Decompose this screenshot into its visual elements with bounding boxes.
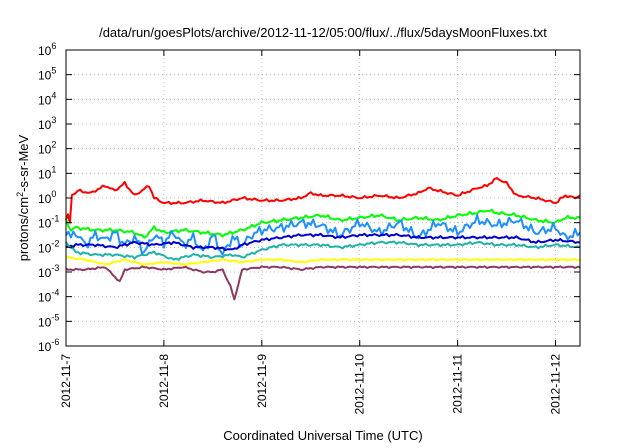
series-line-3: [66, 232, 581, 251]
y-axis: 10-6 10-5 10-4 10-3 10-2 10-1 100 101 102 103 104 1…: [38, 41, 580, 354]
x-tick-label: 2012-11-11: [451, 354, 465, 414]
y-tick-label: 101: [38, 164, 56, 181]
x-tick-label: 2012-11-12: [549, 354, 563, 415]
series-line-0: [65, 177, 581, 224]
x-tick-label: 2012-11-7: [59, 354, 73, 408]
y-tick-label: 102: [38, 140, 56, 157]
series-line-5: [65, 255, 581, 267]
y-tick-label: 10-4: [38, 288, 59, 305]
y-tick-label: 104: [38, 90, 56, 107]
series-line-6: [65, 265, 581, 301]
x-axis-label: Coordinated Universal Time (UTC): [223, 428, 422, 443]
series-line-4: [65, 240, 581, 261]
y-tick-label: 10-2: [38, 238, 59, 255]
x-tick-label: 2012-11-10: [353, 354, 367, 415]
x-axis: 2012-11-7 2012-11-8 2012-11-9 2012-11-10 201…: [59, 50, 563, 415]
x-tick-label: 2012-11-9: [255, 354, 269, 408]
chart-title: /data/run/goesPlots/archive/2012-11-12/0…: [99, 25, 547, 40]
y-tick-label: 100: [38, 189, 56, 206]
series-line-2: [65, 214, 581, 256]
y-tick-label: 103: [38, 115, 56, 132]
grid: [65, 50, 580, 346]
y-tick-label: 10-5: [38, 312, 59, 329]
y-axis-label: protons/cm2-s-sr-MeV: [15, 134, 31, 261]
y-tick-label: 106: [38, 41, 56, 58]
x-tick-label: 2012-11-8: [157, 354, 171, 408]
y-tick-label: 10-6: [38, 337, 59, 354]
y-tick-label: 10-3: [38, 263, 59, 280]
y-tick-label: 105: [38, 66, 56, 83]
series-group: [65, 177, 581, 301]
series-line-1: [65, 208, 581, 239]
y-tick-label: 10-1: [38, 214, 59, 231]
